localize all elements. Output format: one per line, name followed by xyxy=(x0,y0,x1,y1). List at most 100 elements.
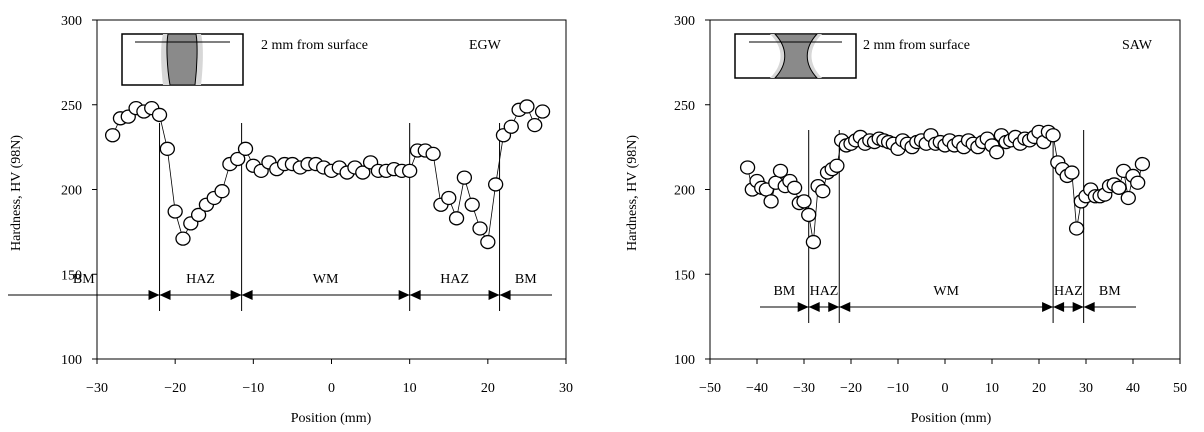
x-tick-label: −20 xyxy=(164,381,186,396)
data-point xyxy=(739,160,756,175)
zone-arrowhead xyxy=(398,290,410,300)
data-point xyxy=(989,145,1005,160)
data-point xyxy=(104,128,121,143)
data-point xyxy=(1111,180,1127,195)
y-axis-label: Hardness, HV (98N) xyxy=(625,135,640,251)
zone-arrowhead xyxy=(1083,302,1095,312)
data-point xyxy=(829,158,845,173)
x-tick-label: 20 xyxy=(481,381,495,396)
data-point xyxy=(425,146,441,162)
zone-label: BM xyxy=(1099,284,1121,299)
y-tick-label: 300 xyxy=(674,14,695,29)
zone-arrowhead xyxy=(839,302,851,312)
subtitle: 2 mm from surface xyxy=(863,38,970,53)
y-tick-label: 100 xyxy=(61,353,82,368)
zone-label: BM xyxy=(773,284,795,299)
process-label: SAW xyxy=(1122,38,1153,53)
zone-arrowhead xyxy=(241,290,253,300)
data-point xyxy=(1064,165,1080,180)
data-point xyxy=(355,165,371,180)
x-tick-label: 30 xyxy=(559,381,573,396)
data-point xyxy=(1045,128,1061,143)
zone-arrowhead xyxy=(499,290,511,300)
process-label: EGW xyxy=(469,38,502,53)
data-point xyxy=(159,141,176,156)
hardness-chart-saw: Hardness, HV (98N) Position (mm) −50 −40 −… xyxy=(625,14,1187,426)
data-point xyxy=(441,190,457,206)
x-tick-label: −40 xyxy=(746,381,768,396)
y-tick-label: 150 xyxy=(674,268,695,283)
data-point xyxy=(480,234,496,250)
data-point xyxy=(1068,221,1085,236)
data-points xyxy=(739,124,1151,250)
zone-label: HAZ xyxy=(186,272,215,287)
hardness-chart-egw: Hardness, HV (98N) Position (mm) −30 −20−… xyxy=(8,14,573,426)
zone-label: HAZ xyxy=(1054,284,1083,299)
data-point xyxy=(805,234,822,250)
x-tick-label: −50 xyxy=(699,381,721,396)
data-point xyxy=(1134,156,1151,172)
weld-cross-section-inset xyxy=(734,33,857,79)
data-point xyxy=(464,197,480,212)
zone-label: BM xyxy=(515,272,537,287)
zone-arrowhead xyxy=(230,290,242,300)
weld-cross-section-inset xyxy=(121,33,244,86)
zone-label: BM xyxy=(73,272,95,287)
data-point xyxy=(801,207,817,223)
data-point xyxy=(796,194,812,209)
y-tick-label: 200 xyxy=(61,184,82,199)
y-tick-label: 250 xyxy=(674,99,695,114)
y-tick-label: 100 xyxy=(674,353,695,368)
subtitle: 2 mm from surface xyxy=(261,38,368,53)
zone-arrowhead xyxy=(1053,302,1065,312)
data-point xyxy=(448,211,465,226)
data-point xyxy=(772,163,789,179)
zone-arrowhead xyxy=(488,290,500,300)
axis-ticks: −50 −40 −30 −20 −10 0 10 20 30 40 50 100 150 200 250 30… xyxy=(674,14,1187,396)
data-point xyxy=(763,194,779,209)
zone-arrowhead xyxy=(808,302,820,312)
zone-annotations: BM HAZ WM HAZ BM xyxy=(8,123,552,311)
zone-label: HAZ xyxy=(440,272,469,287)
data-point xyxy=(190,207,207,223)
data-point xyxy=(237,141,254,156)
x-tick-label: −10 xyxy=(242,381,264,396)
x-tick-label: 0 xyxy=(328,381,335,396)
x-axis-label: Position (mm) xyxy=(911,411,992,426)
data-point xyxy=(230,151,246,167)
y-tick-label: 300 xyxy=(61,14,82,29)
x-tick-label: 10 xyxy=(403,381,417,396)
x-tick-label: 20 xyxy=(1032,381,1046,396)
x-tick-label: −30 xyxy=(86,381,108,396)
data-point xyxy=(534,104,551,119)
zone-label: HAZ xyxy=(810,284,839,299)
zone-arrowhead xyxy=(797,302,809,312)
x-tick-label: −10 xyxy=(887,381,909,396)
data-point xyxy=(402,163,418,179)
zone-arrowhead xyxy=(409,290,421,300)
data-point xyxy=(519,99,535,114)
data-point xyxy=(151,107,168,123)
zone-label: WM xyxy=(313,272,339,287)
x-tick-label: 50 xyxy=(1173,381,1187,396)
data-point xyxy=(527,117,543,133)
data-point xyxy=(214,184,230,199)
y-tick-label: 200 xyxy=(674,184,695,199)
zone-arrowhead xyxy=(828,302,840,312)
x-tick-label: 30 xyxy=(1079,381,1093,396)
y-tick-label: 250 xyxy=(61,99,82,114)
x-tick-label: −20 xyxy=(840,381,862,396)
data-point xyxy=(456,170,473,185)
data-point xyxy=(472,221,488,236)
zone-arrowhead xyxy=(148,290,160,300)
x-tick-label: 0 xyxy=(942,381,949,396)
zone-arrowhead xyxy=(159,290,171,300)
zone-label: WM xyxy=(933,284,959,299)
data-point xyxy=(175,231,191,246)
data-point xyxy=(503,119,519,134)
x-tick-label: 10 xyxy=(985,381,999,396)
data-point xyxy=(786,180,803,195)
data-point xyxy=(1120,190,1136,206)
x-tick-label: −30 xyxy=(793,381,815,396)
